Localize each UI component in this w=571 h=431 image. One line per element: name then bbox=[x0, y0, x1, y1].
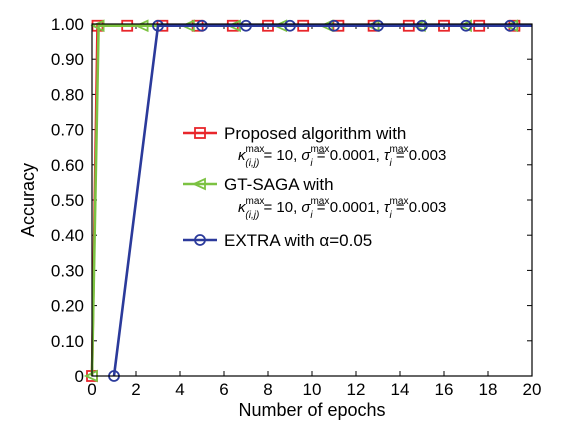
series-point bbox=[134, 19, 149, 33]
x-tick-label: 14 bbox=[391, 380, 410, 399]
y-tick-label: 0.80 bbox=[51, 85, 84, 104]
x-tick-label: 16 bbox=[435, 380, 454, 399]
x-tick-label: 12 bbox=[347, 380, 366, 399]
legend-parameters: κmax (i,j) = 10, σmax i = 0.0001, τmax i = … bbox=[238, 196, 446, 221]
y-tick-label: 0.60 bbox=[51, 156, 84, 175]
x-tick-label: 8 bbox=[263, 380, 272, 399]
series-point bbox=[90, 19, 105, 33]
series-point bbox=[240, 19, 252, 32]
y-tick-label: 0.40 bbox=[51, 226, 84, 245]
y-tick-label: 0.90 bbox=[51, 50, 84, 69]
x-tick-label: 6 bbox=[219, 380, 228, 399]
series-point bbox=[416, 19, 428, 32]
y-tick-label: 0.10 bbox=[51, 332, 84, 351]
x-tick-label: 20 bbox=[523, 380, 542, 399]
series-point bbox=[284, 19, 296, 32]
series-point bbox=[504, 19, 516, 32]
y-tick-label: 1.00 bbox=[51, 15, 84, 34]
y-tick-label: 0.30 bbox=[51, 261, 84, 280]
series-point bbox=[152, 19, 164, 32]
x-tick-label: 2 bbox=[131, 380, 140, 399]
series-point bbox=[191, 177, 206, 191]
y-tick-label: 0.50 bbox=[51, 191, 84, 210]
series-point bbox=[460, 19, 472, 32]
x-axis-title: Number of epochs bbox=[238, 400, 385, 420]
series-point bbox=[194, 127, 206, 139]
y-tick-label: 0 bbox=[75, 367, 84, 386]
y-tick-label: 0.70 bbox=[51, 121, 84, 140]
plot-area bbox=[92, 24, 532, 376]
series-line bbox=[112, 24, 532, 377]
plot-frame bbox=[91, 23, 533, 377]
series-point bbox=[194, 234, 206, 246]
x-tick-label: 10 bbox=[303, 380, 322, 399]
series-point bbox=[196, 19, 208, 32]
x-tick-label: 4 bbox=[175, 380, 184, 399]
legend-label: Proposed algorithm with bbox=[224, 124, 406, 143]
x-tick-label: 0 bbox=[87, 380, 96, 399]
y-tick-label: 0.20 bbox=[51, 297, 84, 316]
legend-label: GT-SAGA with bbox=[224, 175, 334, 194]
series-point bbox=[372, 19, 384, 32]
legend-parameters: κmax (i,j) = 10, σmax i = 0.0001, τmax i = … bbox=[238, 144, 446, 169]
legend-label: EXTRA with α=0.05 bbox=[224, 231, 372, 250]
x-tick-label: 18 bbox=[479, 380, 498, 399]
y-axis-title: Accuracy bbox=[18, 163, 38, 237]
series-point bbox=[328, 19, 340, 32]
